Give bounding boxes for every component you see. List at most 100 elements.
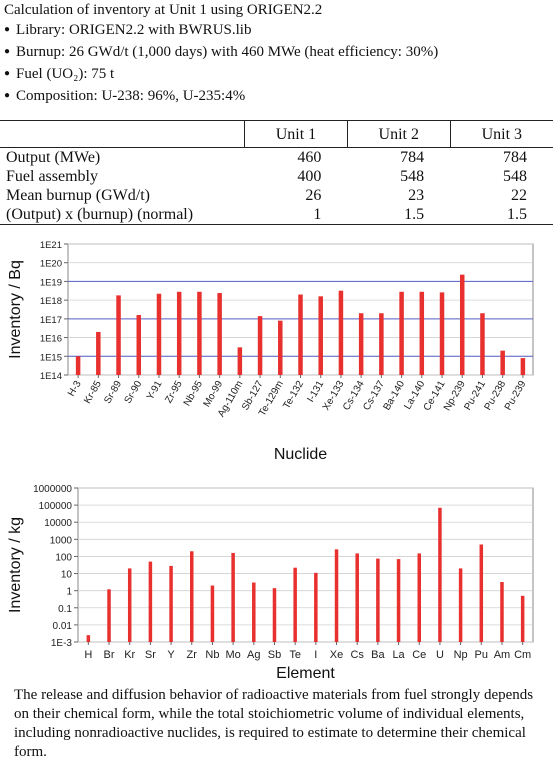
- x-category-label: Y-91: [145, 379, 165, 402]
- bar: [439, 292, 445, 375]
- x-category-label: Te: [289, 649, 301, 661]
- caption-text: The release and diffusion behavior of ra…: [14, 687, 534, 760]
- row-label-output-x-burnup: (Output) x (burnup) (normal): [0, 205, 245, 225]
- bar: [156, 293, 162, 375]
- y-tick-label: 0.01: [53, 621, 73, 632]
- x-category-label: Pu: [475, 649, 488, 661]
- bar: [500, 582, 504, 642]
- table-header-blank: [0, 120, 245, 148]
- x-category-label: Kr: [124, 649, 135, 661]
- bar: [318, 296, 323, 375]
- y-tick-label: 1E19: [40, 277, 62, 288]
- x-category-label: Ag: [247, 649, 260, 661]
- y-tick-label: 1E18: [40, 296, 62, 307]
- y-tick-label: 1000000: [33, 484, 72, 495]
- bar: [107, 589, 111, 642]
- bar: [197, 291, 202, 375]
- row-label-output: Output (MWe): [6, 149, 101, 166]
- table-cell: 784: [503, 149, 527, 166]
- nuclide-inventory-chart: 1E14 1E15 1E16 1E17 1E18 1E19 1E20 1E21 H-3Kr-85…: [7, 240, 534, 463]
- x-category-label: Sr-90: [123, 379, 145, 406]
- y-tick-label: 1E21: [40, 240, 62, 251]
- bullet-library: Library: ORIGEN2.2 with BWRUS.lib: [4, 20, 438, 42]
- bar: [116, 295, 121, 375]
- bullet-composition: Composition: U-238: 96%, U-235:4%: [4, 86, 438, 108]
- y-tick-label: 0.1: [58, 604, 72, 615]
- x-category-label: Am: [494, 649, 511, 661]
- bar: [148, 561, 153, 642]
- x-category-label: Kr-85: [82, 379, 104, 406]
- bar: [459, 274, 465, 375]
- x-category-label: Mo: [225, 649, 240, 661]
- table-row: Mean burnup (GWd/t) 26 23 22: [0, 186, 553, 205]
- y-tick-label: 1E17: [40, 315, 62, 326]
- y-tick-label: 10: [61, 570, 73, 581]
- x-category-label: Cs: [350, 649, 364, 661]
- bar: [520, 358, 526, 375]
- bar: [75, 356, 81, 375]
- x-category-label: Cm: [514, 649, 531, 661]
- y-axis-title: Inventory / kg: [7, 517, 24, 613]
- bar: [293, 567, 297, 642]
- bar: [252, 582, 256, 642]
- table-cell: 784: [400, 149, 425, 166]
- y-tick-label: 10000: [44, 518, 72, 529]
- x-category-label: Zr: [187, 649, 198, 661]
- row-label-mean-burnup: Mean burnup (GWd/t): [6, 187, 150, 204]
- parameter-list: Library: ORIGEN2.2 with BWRUS.lib Burnup…: [4, 20, 438, 108]
- y-tick-label: 1E20: [40, 259, 62, 270]
- y-tick-label: 1000: [50, 535, 73, 546]
- bar: [334, 549, 339, 642]
- bar: [480, 313, 485, 375]
- table-header-unit2: Unit 2: [347, 120, 451, 148]
- bar: [520, 595, 525, 642]
- x-category-label: Br: [104, 649, 115, 661]
- x-category-label: La: [392, 649, 405, 661]
- table-header-unit1: Unit 1: [244, 120, 348, 148]
- x-category-label: Nb: [205, 649, 219, 661]
- table-cell: 23: [408, 187, 425, 204]
- bar: [272, 588, 277, 642]
- x-category-label: Sb: [268, 649, 281, 661]
- plot-area: [77, 487, 534, 643]
- bar: [399, 291, 404, 375]
- table-cell: 548: [503, 168, 527, 185]
- bar: [231, 552, 235, 642]
- bar: [417, 553, 421, 642]
- bar: [338, 290, 344, 375]
- y-tick-label: 100000: [39, 501, 73, 512]
- table-row: Fuel assembly 400 548 548: [0, 167, 553, 186]
- y-tick-label: 1E15: [40, 352, 62, 363]
- bar: [210, 585, 215, 642]
- bar: [298, 294, 303, 375]
- bar: [127, 568, 132, 642]
- bar: [358, 313, 364, 375]
- bar: [96, 331, 101, 375]
- bar: [479, 544, 484, 642]
- table-cell: 400: [297, 168, 322, 185]
- x-category-label: Sr-89: [102, 379, 124, 406]
- bar: [136, 315, 142, 375]
- row-label-fuel-assembly: Fuel assembly: [6, 168, 98, 185]
- bar: [419, 291, 425, 375]
- x-category-label: U: [436, 649, 444, 661]
- bar: [237, 347, 243, 375]
- x-category-label: H: [84, 649, 92, 661]
- y-tick-label: 1E-3: [51, 638, 73, 649]
- bar: [396, 559, 401, 642]
- bar: [376, 558, 380, 642]
- bar: [257, 316, 263, 375]
- y-tick-label: 1E14: [40, 371, 62, 382]
- table-cell: 22: [511, 187, 527, 204]
- y-axis-title: Inventory / Bq: [7, 260, 24, 359]
- bar: [500, 350, 505, 375]
- element-inventory-chart: 1E-3 0.01 0.1 1 10 100 1000 10000 100000 1000000 H…: [7, 484, 534, 682]
- bar: [458, 568, 463, 642]
- table-cell: 1.5: [347, 205, 451, 225]
- x-axis-title: Element: [276, 665, 335, 682]
- bar: [190, 551, 194, 642]
- table-cell: 1: [244, 205, 348, 225]
- table-row: (Output) x (burnup) (normal) 1 1.5 1.5: [0, 205, 553, 225]
- y-tick-label: 1: [66, 587, 72, 598]
- bar: [314, 572, 318, 642]
